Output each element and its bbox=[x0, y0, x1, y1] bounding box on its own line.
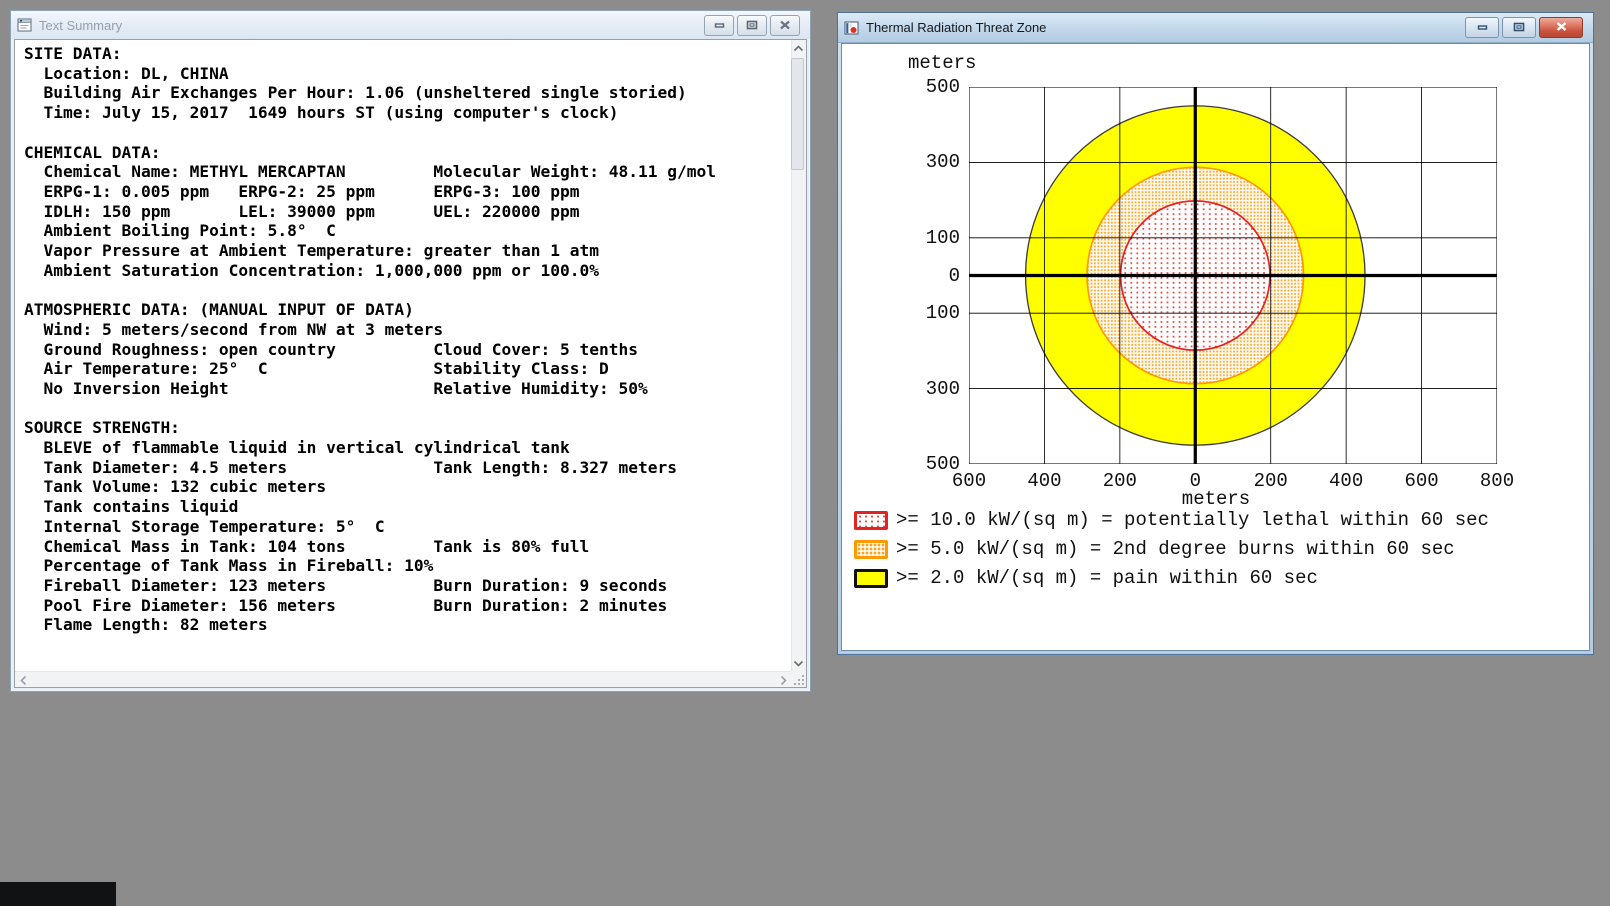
window-controls bbox=[704, 14, 800, 36]
text-summary-window: Text Summary SITE DATA: Location: DL, CH… bbox=[10, 10, 811, 692]
y-tick-label: 300 bbox=[925, 377, 960, 400]
legend-row: >= 2.0 kW/(sq m) = pain within 60 sec bbox=[854, 567, 1489, 589]
legend-label: >= 10.0 kW/(sq m) = potentially lethal w… bbox=[896, 509, 1489, 531]
text-summary-client: SITE DATA: Location: DL, CHINA Building … bbox=[14, 39, 807, 688]
minimize-button[interactable] bbox=[704, 14, 734, 36]
y-tick-label: 300 bbox=[925, 151, 960, 174]
x-tick-label: 200 bbox=[1253, 470, 1288, 492]
maximize-icon bbox=[1513, 20, 1525, 35]
x-tick-label: 600 bbox=[951, 470, 987, 492]
horizontal-scrollbar[interactable] bbox=[15, 671, 791, 687]
y-tick-label: 100 bbox=[925, 302, 960, 325]
x-tick-label: 600 bbox=[1404, 470, 1439, 492]
legend-swatch-red-dots bbox=[854, 510, 888, 530]
legend-swatch-orange-dots bbox=[854, 539, 888, 559]
close-icon bbox=[779, 18, 791, 33]
minimize-icon bbox=[1477, 20, 1488, 35]
maximize-button[interactable] bbox=[737, 14, 767, 36]
legend-row: >= 5.0 kW/(sq m) = 2nd degree burns with… bbox=[854, 538, 1489, 560]
maximize-icon bbox=[746, 18, 758, 33]
x-axis-unit-label: meters bbox=[1181, 488, 1251, 510]
minimize-button[interactable] bbox=[1465, 17, 1499, 38]
scroll-up-icon[interactable] bbox=[791, 40, 806, 56]
document-window-icon bbox=[17, 18, 33, 32]
threat-zone-chart-icon bbox=[844, 21, 860, 35]
scroll-left-icon[interactable] bbox=[15, 672, 31, 688]
y-tick-label: 500 bbox=[925, 453, 960, 475]
threat-zone-client: meters meters 600 400 200 0 200 400 600 800 500 3… bbox=[841, 43, 1590, 651]
threat-zone-window: Thermal Radiation Threat Zone bbox=[837, 12, 1594, 655]
y-tick-label: 0 bbox=[948, 264, 960, 287]
window-controls bbox=[1465, 17, 1583, 38]
grid-and-axes bbox=[969, 87, 1497, 464]
x-tick-label: 400 bbox=[1027, 470, 1062, 492]
legend-swatch-yellow-solid bbox=[854, 568, 888, 588]
legend-label: >= 2.0 kW/(sq m) = pain within 60 sec bbox=[896, 567, 1318, 589]
legend-label: >= 5.0 kW/(sq m) = 2nd degree burns with… bbox=[896, 538, 1455, 560]
threat-zone-titlebar[interactable]: Thermal Radiation Threat Zone bbox=[838, 13, 1593, 43]
x-tick-label: 200 bbox=[1102, 470, 1137, 492]
taskbar-fragment bbox=[0, 882, 116, 906]
y-tick-label: 500 bbox=[925, 76, 960, 98]
y-tick-label: 100 bbox=[925, 226, 960, 249]
text-summary-title: Text Summary bbox=[39, 17, 123, 33]
threat-zone-title: Thermal Radiation Threat Zone bbox=[866, 20, 1047, 35]
scroll-down-icon[interactable] bbox=[791, 655, 806, 671]
minimize-icon bbox=[714, 18, 725, 33]
close-icon bbox=[1555, 20, 1568, 35]
close-button[interactable] bbox=[1539, 17, 1583, 38]
resize-grip[interactable] bbox=[791, 671, 806, 687]
x-tick-label: 0 bbox=[1189, 470, 1201, 492]
text-summary-content: SITE DATA: Location: DL, CHINA Building … bbox=[24, 44, 716, 635]
threat-zone-chart: meters meters 600 400 200 0 200 400 600 800 500 3… bbox=[842, 44, 1589, 650]
y-axis-unit-label: meters bbox=[908, 52, 977, 74]
vertical-scrollbar[interactable] bbox=[791, 40, 806, 671]
legend-row: >= 10.0 kW/(sq m) = potentially lethal w… bbox=[854, 509, 1489, 531]
scroll-right-icon[interactable] bbox=[775, 672, 791, 688]
close-button[interactable] bbox=[770, 14, 800, 36]
threat-zone-plot bbox=[969, 87, 1497, 464]
x-tick-label: 400 bbox=[1329, 470, 1364, 492]
chart-legend: >= 10.0 kW/(sq m) = potentially lethal w… bbox=[854, 509, 1489, 596]
maximize-button[interactable] bbox=[1502, 17, 1536, 38]
text-summary-titlebar[interactable]: Text Summary bbox=[11, 11, 810, 39]
vertical-scrollbar-thumb[interactable] bbox=[791, 58, 804, 170]
x-tick-label: 800 bbox=[1479, 470, 1515, 492]
